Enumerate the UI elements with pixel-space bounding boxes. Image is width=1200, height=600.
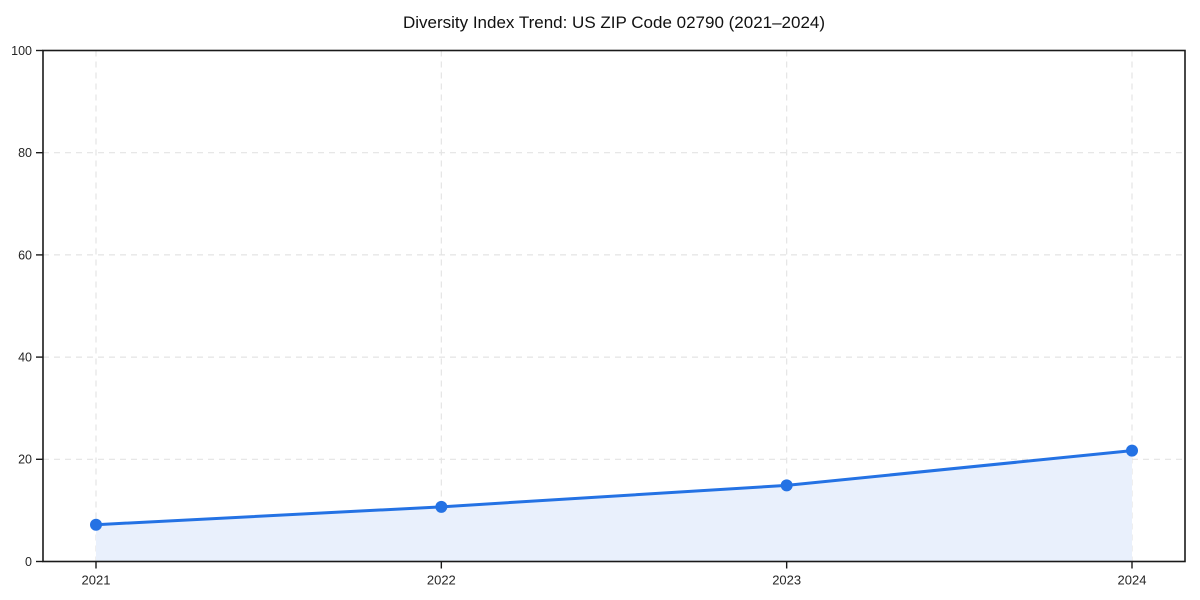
area-fill xyxy=(96,450,1132,562)
y-tick-label: 80 xyxy=(18,146,32,160)
ticks-group xyxy=(36,49,1133,569)
trend-line-group xyxy=(94,449,1134,527)
y-tick-label: 0 xyxy=(25,555,32,569)
data-point xyxy=(1126,444,1138,457)
y-tick-label: 100 xyxy=(11,44,32,58)
x-tick-label: 2023 xyxy=(772,573,801,588)
plot-border xyxy=(42,49,1186,563)
area-fill-group xyxy=(96,450,1132,562)
data-point xyxy=(90,518,102,531)
data-point xyxy=(780,479,793,492)
y-tick-label: 40 xyxy=(18,350,32,364)
gridlines-group xyxy=(43,50,1185,562)
trend-line xyxy=(94,449,1134,527)
data-points-group xyxy=(90,444,1138,531)
chart-title: Diversity Index Trend: US ZIP Code 02790… xyxy=(402,13,826,32)
y-tick-label: 20 xyxy=(18,453,32,467)
data-point xyxy=(435,500,448,513)
x-tick-label: 2022 xyxy=(427,573,456,588)
y-tick-label: 60 xyxy=(18,248,32,262)
x-tick-label: 2021 xyxy=(82,573,111,588)
x-tick-label: 2024 xyxy=(1118,573,1147,588)
axes-group xyxy=(42,49,1186,563)
tick-labels-group: 0 20 40 60 80 100 2021 2022 2023 2024 xyxy=(11,44,1146,588)
